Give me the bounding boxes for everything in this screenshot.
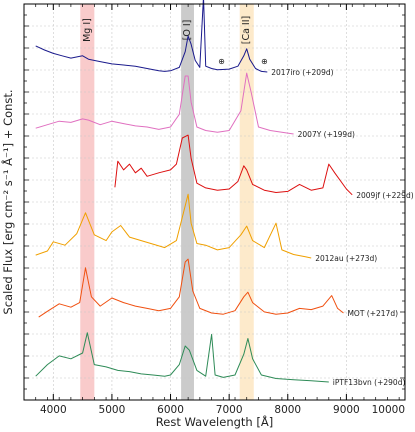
emission-bands: Mg I] [O I] [Ca II] [80, 4, 254, 400]
band-0 [80, 4, 95, 400]
band-1 [181, 4, 194, 400]
band-label-0: Mg I] [82, 18, 93, 42]
x-ticks: 4000 5000 6000 7000 8000 9000 10000 [24, 4, 406, 416]
x-tick-label-3: 7000 [216, 404, 243, 416]
x-tick-label-4: 8000 [274, 404, 301, 416]
telluric-marker-1: ⊕ [261, 57, 268, 66]
series-line-5 [35, 332, 329, 383]
x-tick-label-1: 5000 [99, 404, 126, 416]
x-tick-label-2: 6000 [157, 404, 184, 416]
series-label-0: 2017iro (+209d) [271, 68, 333, 77]
band-2 [239, 4, 254, 400]
series-line-1 [35, 72, 294, 135]
series-label-1: 2007Y (+199d) [298, 130, 355, 139]
x-tick-label-5: 9000 [333, 404, 360, 416]
y-axis-label: Scaled Flux [erg cm⁻² s⁻¹ Å⁻¹] + Const. [0, 89, 15, 314]
series-line-2 [114, 134, 353, 196]
series-label-3: 2012au (+273d) [315, 254, 377, 263]
series-label-5: iPTF13bvn (+290d) [333, 378, 406, 387]
grid [24, 4, 405, 400]
x-tick-label-6: 10000 [372, 404, 405, 416]
series-line-0 [35, 0, 268, 73]
series-line-4 [38, 258, 344, 318]
x-axis-label: Rest Wavelength [Å] [156, 414, 273, 429]
x-tick-label-0: 4000 [40, 404, 67, 416]
telluric-marker-0: ⊕ [218, 57, 225, 66]
band-label-2: [Ca II] [241, 16, 252, 45]
series-label-4: MOT (+217d) [347, 309, 398, 318]
telluric-markers: ⊕ ⊕ [218, 57, 267, 66]
series-line-3 [35, 193, 312, 259]
band-label-1: [O I] [182, 20, 193, 41]
series-lines: 2017iro (+209d) 2007Y (+199d) 2009jf (+229… [35, 0, 414, 387]
series-label-2: 2009jf (+229d) [356, 191, 413, 200]
